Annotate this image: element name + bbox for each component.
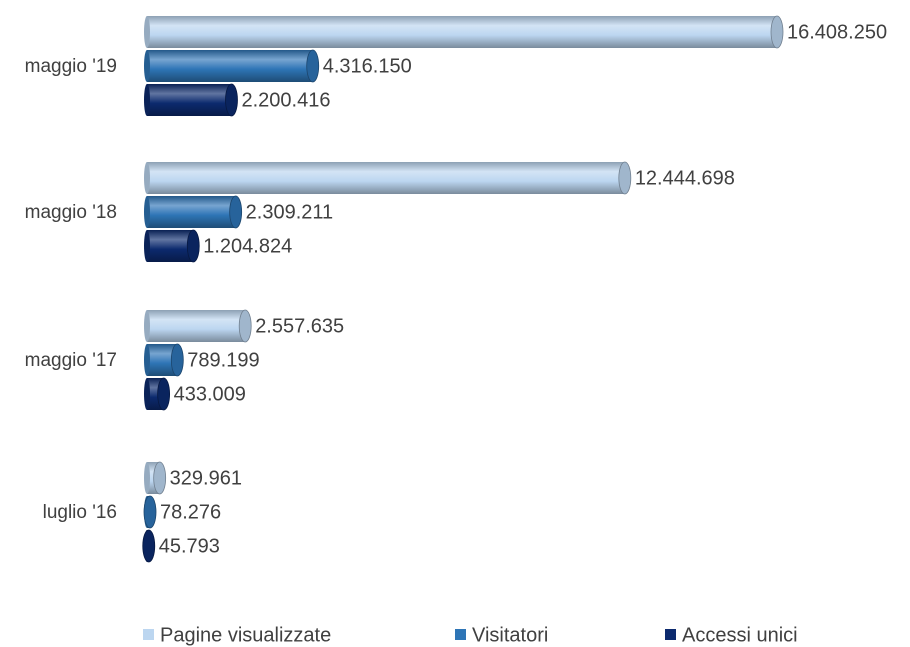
value-label: 1.204.824 — [203, 235, 292, 257]
legend-swatch — [665, 629, 676, 640]
legend-swatch — [455, 629, 466, 640]
bar — [147, 230, 194, 262]
bar-cap — [170, 343, 184, 377]
value-label: 789.199 — [187, 349, 259, 371]
category-label: maggio '17 — [25, 350, 117, 371]
bar-cap — [618, 161, 632, 195]
bar-cap-start — [144, 378, 150, 410]
bar-cap-start — [144, 230, 150, 262]
bar-cap — [143, 495, 157, 529]
value-label: 4.316.150 — [323, 55, 412, 77]
bar-cap-start — [144, 84, 150, 116]
category-label: maggio '19 — [25, 56, 117, 77]
value-label: 329.961 — [170, 467, 242, 489]
category-label: luglio '16 — [43, 502, 117, 523]
bar-cap — [229, 195, 243, 229]
bar-cap-start — [144, 50, 150, 82]
bar-cap-start — [144, 310, 150, 342]
value-label: 433.009 — [174, 383, 246, 405]
category-label: maggio '18 — [25, 202, 117, 223]
bar-cap — [225, 83, 238, 117]
bar-cap — [770, 15, 784, 49]
value-label: 2.557.635 — [255, 315, 344, 337]
value-label: 45.793 — [159, 535, 220, 557]
bar-cap — [142, 529, 156, 563]
value-label: 2.200.416 — [241, 89, 330, 111]
bar-cap-start — [144, 196, 150, 228]
bar-cap — [238, 309, 252, 343]
value-label: 78.276 — [160, 501, 221, 523]
legend-label: Pagine visualizzate — [160, 624, 331, 646]
value-label: 2.309.211 — [246, 201, 334, 223]
value-label: 16.408.250 — [787, 21, 887, 43]
bar — [147, 50, 313, 82]
legend-label: Accessi unici — [682, 624, 798, 646]
legend-swatch — [143, 629, 154, 640]
bar-cap-start — [144, 162, 150, 194]
legend-label: Visitatori — [472, 624, 548, 646]
bar — [147, 162, 625, 194]
bar-cap-start — [144, 462, 150, 494]
bar-cap — [186, 229, 200, 263]
bar-cap-start — [144, 16, 150, 48]
bar — [147, 196, 236, 228]
bar-cap — [306, 49, 320, 83]
bar — [147, 310, 246, 342]
bar-cap — [157, 377, 171, 411]
value-label: 12.444.698 — [635, 167, 735, 189]
bar-cap-start — [144, 344, 150, 376]
bar-cap — [153, 461, 167, 495]
bar — [147, 16, 777, 48]
bar — [147, 84, 232, 116]
